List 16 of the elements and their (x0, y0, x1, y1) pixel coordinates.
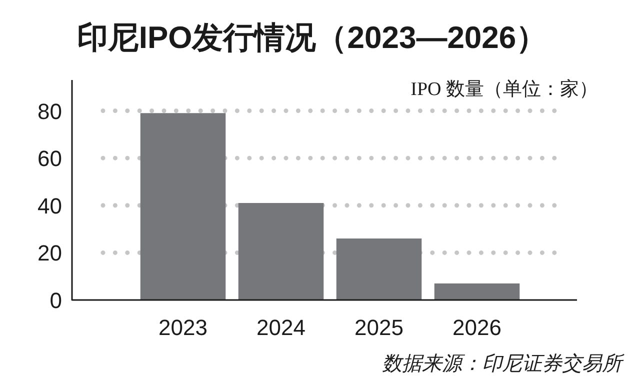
x-tick-label: 2025 (354, 315, 404, 340)
chart-title: 印尼IPO发行情况（2023—2026） (76, 20, 548, 55)
y-tick-label: 0 (50, 288, 62, 313)
y-axis-title: IPO 数量（单位：家） (410, 78, 598, 100)
bar (434, 283, 520, 300)
source-note: 数据来源：印尼证券交易所 (382, 353, 625, 375)
y-tick-label: 40 (38, 193, 62, 218)
x-tick-label: 2024 (256, 315, 306, 340)
y-tick-label: 60 (38, 146, 62, 172)
bar (336, 238, 422, 300)
x-tick-label: 2023 (158, 315, 208, 340)
y-tick-label: 80 (38, 98, 62, 124)
bar (238, 203, 324, 300)
x-tick-label: 2026 (452, 315, 502, 340)
y-tick-label: 20 (38, 240, 62, 266)
bar (140, 113, 226, 300)
